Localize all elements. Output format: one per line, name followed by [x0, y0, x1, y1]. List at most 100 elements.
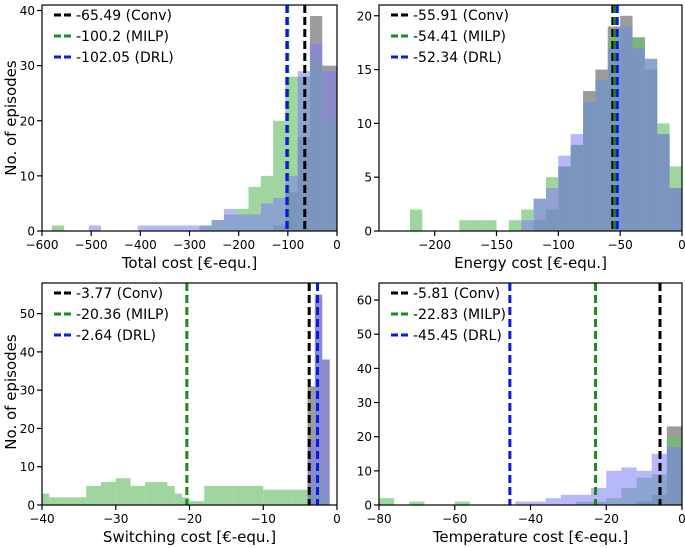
- y-tick-label: 0: [27, 499, 35, 513]
- histogram-bar-milp: [508, 220, 522, 231]
- x-axis-label: Energy cost [€-equ.]: [454, 254, 607, 272]
- histogram-bar-drl: [223, 208, 237, 231]
- histogram-bar-milp: [196, 501, 205, 505]
- y-tick-label: 0: [364, 499, 372, 513]
- histogram-bar-milp: [226, 485, 234, 505]
- histogram-bar-milp: [255, 485, 264, 505]
- histogram-bar-drl: [521, 220, 534, 231]
- panel-temperature-cost: −80 −60 −40 −20 0 0 10 20 30 40 50 60 Temperature co…: [357, 282, 685, 546]
- x-tick-label: −40: [29, 512, 54, 526]
- y-tick-label: 10: [20, 169, 35, 183]
- histogram-bar-drl: [322, 71, 337, 231]
- histogram-bar-drl: [533, 198, 546, 231]
- x-tick-label: −50: [607, 238, 632, 252]
- panel-energy-cost: −200 −150 −100 −50 0 0 5 10 15 20 Energy cost [€-e…: [357, 4, 685, 272]
- histogram-bar-milp: [409, 501, 425, 505]
- histogram-bar-drl: [211, 219, 224, 231]
- histogram-bar-milp: [137, 485, 146, 505]
- histogram-bar-drl: [322, 359, 330, 505]
- legend-label-milp: -20.36 (MILP): [76, 307, 169, 323]
- histogram-bar-milp: [93, 485, 101, 505]
- histogram-bar-drl: [669, 187, 682, 231]
- y-axis-label-top: No. of episodes: [2, 60, 20, 176]
- y-axis-label-bottom: No. of episodes: [2, 334, 20, 450]
- histogram-bar-milp: [64, 497, 72, 505]
- histogram-bar-milp: [174, 493, 183, 505]
- histogram-bar-milp: [233, 485, 242, 505]
- x-tick-label: −200: [418, 238, 451, 252]
- x-tick-label: 0: [333, 238, 341, 252]
- histogram-bar-drl: [657, 134, 670, 231]
- histogram-bar-drl: [314, 298, 323, 505]
- histogram-bar-drl: [545, 498, 561, 505]
- x-tick-label: 0: [678, 512, 685, 526]
- histogram-bar-drl: [560, 494, 576, 505]
- histogram-bar-milp: [49, 497, 57, 505]
- histogram-bar-milp: [219, 485, 227, 505]
- y-tick-label: 30: [20, 384, 35, 398]
- histogram-bar-drl: [530, 501, 546, 505]
- y-tick-label: 10: [20, 460, 35, 474]
- x-tick-label: −100: [271, 238, 304, 252]
- legend-label-conv: -55.91 (Conv): [413, 8, 509, 24]
- histogram-bar-drl: [606, 470, 622, 505]
- y-tick-label: 40: [20, 4, 35, 18]
- histogram-bar-drl: [545, 187, 559, 231]
- y-tick-label: 20: [20, 114, 35, 128]
- x-tick-label: −500: [75, 238, 108, 252]
- histogram-bar-drl: [273, 197, 286, 231]
- histogram-bar-milp: [300, 489, 308, 505]
- legend-label-conv: -5.81 (Conv): [413, 286, 500, 302]
- histogram-bar-milp: [160, 482, 168, 505]
- bars-group: [379, 426, 682, 505]
- panel-switching-cost: −40 −30 −20 −10 0 0 10 20 30 40 50 Switching cost […: [20, 282, 341, 546]
- histogram-bar-drl: [260, 203, 274, 231]
- histogram-bar-drl: [174, 225, 188, 231]
- x-tick-label: −400: [124, 238, 157, 252]
- histogram-bar-milp: [115, 478, 124, 505]
- bars-group: [409, 15, 682, 231]
- x-tick-label: 0: [333, 512, 341, 526]
- histogram-bar-drl: [644, 58, 658, 231]
- histogram-bar-milp: [78, 497, 87, 505]
- histogram-bar-drl: [309, 43, 323, 231]
- x-tick-label: −600: [26, 238, 59, 252]
- histogram-bar-milp: [211, 485, 219, 505]
- y-tick-label: 40: [20, 345, 35, 359]
- histogram-bar-drl: [150, 225, 163, 231]
- y-tick-label: 30: [357, 396, 372, 410]
- y-tick-label: 20: [357, 9, 372, 23]
- histogram-bar-milp: [42, 493, 50, 505]
- histogram-bar-milp: [152, 482, 160, 505]
- histogram-bar-drl: [307, 439, 315, 505]
- histogram-bar-drl: [248, 214, 261, 231]
- histogram-bar-drl: [162, 225, 175, 231]
- histogram-bar-milp: [454, 501, 470, 505]
- histogram-bar-milp: [484, 220, 497, 231]
- histogram-bar-milp: [248, 485, 256, 505]
- histogram-bar-milp: [108, 482, 116, 505]
- x-tick-label: 0: [678, 238, 685, 252]
- histogram-bar-drl: [666, 446, 682, 505]
- legend-label-milp: -22.83 (MILP): [413, 307, 506, 323]
- y-tick-label: 50: [20, 307, 35, 321]
- bars-group: [51, 16, 337, 231]
- histogram-bar-milp: [145, 482, 153, 505]
- histogram-bar-milp: [263, 489, 271, 505]
- x-axis-label: Switching cost [€-equ.]: [103, 528, 276, 546]
- histogram-bar-milp: [123, 478, 131, 505]
- x-tick-label: −20: [177, 512, 202, 526]
- histogram-bar-milp: [278, 489, 286, 505]
- y-tick-label: 10: [357, 464, 372, 478]
- x-tick-label: −20: [594, 512, 619, 526]
- y-tick-label: 15: [357, 63, 372, 77]
- histogram-bar-drl: [88, 225, 101, 231]
- x-tick-label: −300: [173, 238, 206, 252]
- histogram-bar-milp: [409, 209, 423, 231]
- histogram-bar-drl: [515, 501, 531, 505]
- histogram-bar-milp: [270, 489, 278, 505]
- histogram-bar-drl: [570, 134, 584, 231]
- histogram-bar-drl: [575, 494, 592, 505]
- y-tick-label: 30: [20, 59, 35, 73]
